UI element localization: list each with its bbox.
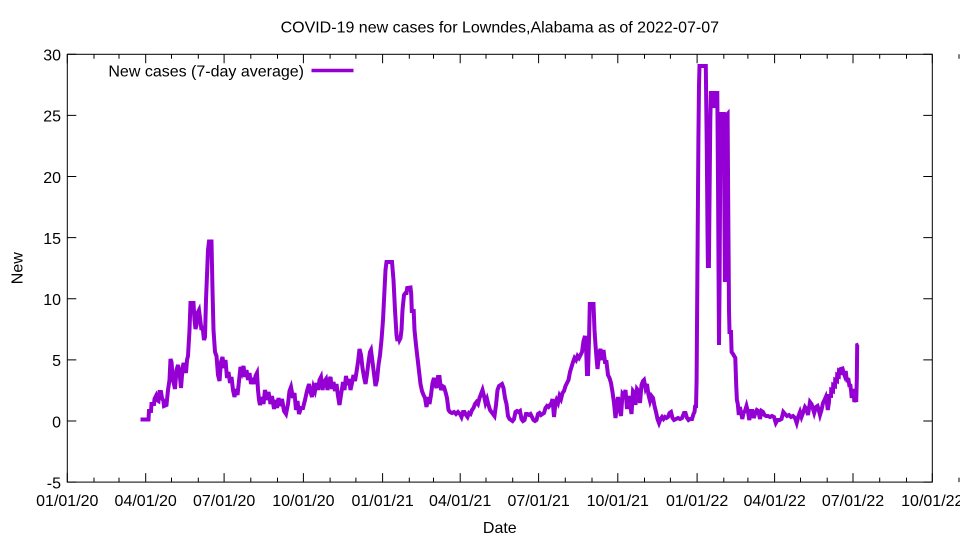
svg-text:07/01/20: 07/01/20 bbox=[193, 493, 255, 510]
svg-text:04/01/20: 04/01/20 bbox=[115, 493, 177, 510]
svg-text:10/01/22: 10/01/22 bbox=[901, 493, 960, 510]
svg-text:-5: -5 bbox=[47, 475, 61, 492]
svg-text:20: 20 bbox=[43, 170, 61, 187]
svg-text:Date: Date bbox=[483, 520, 517, 537]
svg-text:New: New bbox=[9, 252, 26, 284]
svg-text:New cases (7-day average): New cases (7-day average) bbox=[108, 64, 304, 81]
svg-text:10: 10 bbox=[43, 292, 61, 309]
svg-text:04/01/22: 04/01/22 bbox=[743, 493, 805, 510]
svg-text:COVID-19 new cases for Lowndes: COVID-19 new cases for Lowndes,Alabama a… bbox=[281, 20, 720, 37]
svg-text:04/01/21: 04/01/21 bbox=[429, 493, 491, 510]
svg-text:10/01/21: 10/01/21 bbox=[587, 493, 649, 510]
svg-text:25: 25 bbox=[43, 109, 61, 126]
svg-text:30: 30 bbox=[43, 48, 61, 65]
svg-text:07/01/22: 07/01/22 bbox=[822, 493, 884, 510]
svg-text:10/01/20: 10/01/20 bbox=[272, 493, 334, 510]
svg-text:5: 5 bbox=[52, 353, 61, 370]
svg-text:0: 0 bbox=[52, 414, 61, 431]
svg-text:01/01/20: 01/01/20 bbox=[36, 493, 98, 510]
svg-text:01/01/22: 01/01/22 bbox=[666, 493, 728, 510]
svg-text:01/01/21: 01/01/21 bbox=[351, 493, 413, 510]
svg-text:07/01/21: 07/01/21 bbox=[507, 493, 569, 510]
svg-text:15: 15 bbox=[43, 231, 61, 248]
